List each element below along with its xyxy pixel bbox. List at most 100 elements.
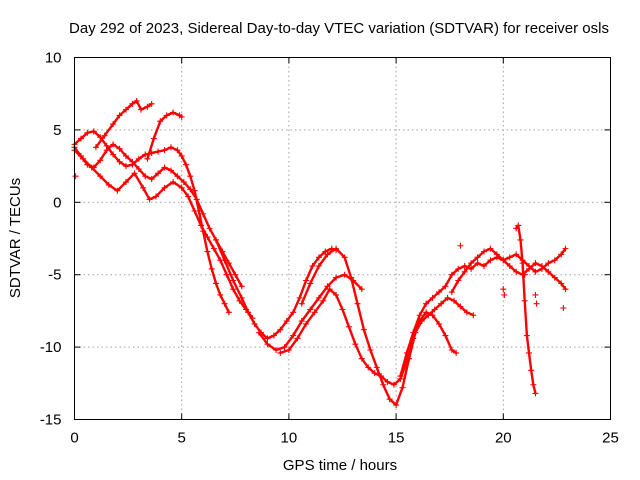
series-group: [513, 222, 539, 397]
data-point: [333, 245, 340, 252]
data-point: [463, 309, 470, 316]
data-point: [474, 260, 481, 267]
data-point: [315, 254, 322, 261]
data-point: [90, 128, 97, 135]
data-point: [92, 144, 99, 151]
series-group: [71, 141, 245, 290]
data-point: [182, 161, 189, 168]
data-point: [210, 245, 217, 252]
data-point: [526, 349, 533, 356]
data-point: [513, 268, 520, 275]
data-point: [560, 305, 567, 312]
data-point: [221, 300, 228, 307]
data-point: [122, 106, 129, 113]
data-point: [161, 147, 168, 154]
data-point: [481, 263, 488, 270]
data-point: [180, 179, 187, 186]
data-point: [333, 274, 340, 281]
data-point: [438, 300, 445, 307]
data-point: [450, 297, 457, 304]
data-point: [373, 364, 380, 371]
data-point: [217, 291, 224, 298]
series-line: [73, 143, 243, 288]
series-line: [94, 99, 153, 149]
data-point: [517, 236, 524, 243]
data-point: [178, 113, 185, 120]
data-point: [341, 271, 348, 278]
data-point: [431, 306, 438, 313]
data-point: [206, 225, 213, 232]
data-point: [144, 155, 151, 162]
data-point: [341, 254, 348, 261]
data-point: [223, 271, 230, 278]
data-point: [384, 378, 391, 385]
data-point: [135, 155, 142, 162]
data-point: [298, 318, 305, 325]
data-point: [170, 109, 177, 116]
y-axis-label: SDTVAR / TECUs: [7, 178, 24, 298]
data-point: [144, 103, 151, 110]
data-point: [277, 349, 284, 356]
data-point: [386, 396, 393, 403]
data-point: [129, 100, 136, 107]
y-tick-label: 10: [45, 50, 62, 67]
data-point: [290, 309, 297, 316]
data-point: [562, 245, 569, 252]
data-point: [501, 291, 508, 298]
y-tick-label: -5: [48, 267, 61, 284]
data-point: [515, 222, 522, 229]
data-point: [277, 326, 284, 333]
data-point: [270, 332, 277, 339]
data-point: [365, 364, 372, 371]
data-point: [562, 286, 569, 293]
data-point: [116, 145, 123, 152]
x-tick-label: 20: [495, 430, 512, 447]
data-point: [296, 294, 303, 301]
series-line: [279, 288, 458, 386]
data-point: [148, 100, 155, 107]
data-point: [225, 309, 232, 316]
data-point: [405, 355, 412, 362]
data-point: [110, 141, 117, 148]
x-tick-label: 0: [70, 430, 78, 447]
y-tick-label: 5: [53, 122, 61, 139]
data-point: [281, 344, 288, 351]
data-point: [397, 373, 404, 380]
data-point: [142, 151, 149, 158]
data-point: [523, 332, 530, 339]
data-point: [114, 187, 121, 194]
data-point: [532, 390, 539, 397]
data-point: [435, 289, 442, 296]
data-point: [110, 121, 117, 128]
data-point: [101, 132, 108, 139]
data-point: [442, 283, 449, 290]
data-point: [167, 144, 174, 151]
isolated-points: [72, 173, 567, 312]
data-point: [324, 251, 331, 258]
data-point: [131, 170, 138, 177]
data-point: [500, 257, 507, 264]
data-point: [187, 173, 194, 180]
data-point: [418, 318, 425, 325]
data-point: [455, 277, 462, 284]
data-point: [367, 346, 374, 353]
x-tick-label: 15: [388, 430, 405, 447]
data-point: [285, 346, 292, 353]
data-point: [213, 280, 220, 287]
data-point: [140, 184, 147, 191]
data-point: [532, 260, 539, 267]
data-point: [187, 186, 194, 193]
data-point: [348, 274, 355, 281]
data-point: [345, 323, 352, 330]
data-point: [255, 329, 262, 336]
data-point: [110, 151, 117, 158]
data-point: [150, 135, 157, 142]
data-point: [178, 152, 185, 159]
data-point: [161, 164, 168, 171]
data-point: [453, 349, 460, 356]
data-point: [264, 341, 271, 348]
series-group: [144, 109, 185, 162]
data-point: [105, 181, 112, 188]
data-point: [380, 381, 387, 388]
data-point: [283, 318, 290, 325]
